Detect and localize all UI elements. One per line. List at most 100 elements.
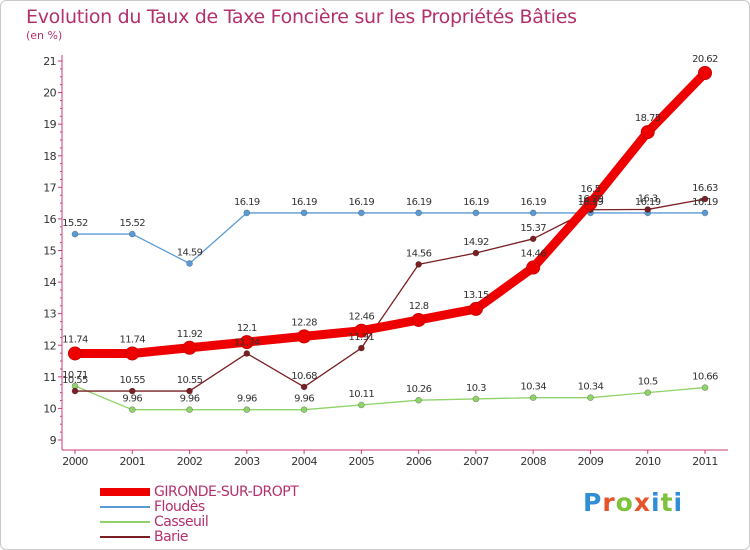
- data-label: 9.96: [180, 394, 200, 405]
- data-point: [529, 209, 537, 217]
- data-point: [644, 206, 652, 213]
- data-label: 10.34: [578, 382, 604, 393]
- legend-label: Barie: [154, 528, 188, 545]
- data-point: [182, 340, 197, 355]
- data-label: 16.63: [692, 183, 718, 194]
- logo-letter: t: [660, 488, 674, 517]
- data-point: [71, 387, 79, 395]
- logo-letter: i: [673, 488, 684, 517]
- series-line: [74, 385, 706, 411]
- data-label: 16.29: [578, 194, 604, 205]
- data-label: 16.3: [638, 193, 658, 204]
- data-point: [68, 346, 82, 361]
- data-point: [300, 406, 308, 413]
- data-point: [128, 230, 136, 238]
- data-point: [358, 401, 365, 409]
- y-tick-label: 11: [43, 371, 56, 384]
- logo-letter: x: [633, 488, 651, 517]
- data-point: [526, 260, 541, 275]
- logo-letter: i: [651, 488, 661, 517]
- x-tick-label: 2005: [349, 455, 375, 468]
- data-label: 10.5: [638, 377, 658, 388]
- y-tick-label: 12: [43, 339, 56, 352]
- data-label: 10.34: [520, 382, 546, 393]
- proxiti-logo: Proxiti: [583, 488, 683, 517]
- data-point: [644, 389, 652, 396]
- data-point: [529, 235, 537, 243]
- legend-item: GIRONDE-SUR-DROPT: [100, 484, 299, 500]
- data-label: 16.19: [291, 197, 317, 208]
- data-labels: 11.74 11.74 11.92 12.1 12.28 12.46 12.8 13.15 14…: [62, 54, 718, 405]
- x-tick-label: 2010: [635, 455, 661, 468]
- y-tick-label: 13: [43, 308, 56, 321]
- data-point: [701, 209, 709, 217]
- x-tick-label: 2002: [177, 455, 203, 468]
- data-point: [300, 209, 308, 217]
- data-label: 16.19: [635, 197, 661, 208]
- data-label: 11.74: [119, 334, 145, 345]
- data-label: 10.71: [62, 370, 88, 381]
- data-label: 16.19: [349, 197, 375, 208]
- data-label: 14.46: [520, 249, 546, 260]
- legend: GIRONDE-SUR-DROPT Floudès Casseuil Barie: [100, 484, 299, 545]
- data-label: 16.19: [520, 197, 546, 208]
- data-point: [239, 335, 254, 350]
- data-point: [243, 350, 251, 357]
- data-label: 16.19: [463, 197, 489, 208]
- series-line: [74, 198, 706, 392]
- series-floud-s: [71, 209, 709, 267]
- data-point: [415, 261, 422, 268]
- data-label: 12.1: [237, 323, 257, 334]
- data-label: 10.55: [62, 375, 88, 386]
- data-label: 10.26: [406, 384, 432, 395]
- data-label: 15.52: [62, 218, 88, 229]
- data-label: 16.19: [406, 197, 432, 208]
- legend-label: Floudès: [154, 498, 205, 515]
- data-label: 9.96: [237, 394, 257, 405]
- data-label: 12.28: [291, 317, 317, 328]
- y-tick-label: 15: [43, 245, 56, 258]
- x-tick-label: 2007: [463, 455, 489, 468]
- data-label: 16.19: [692, 197, 718, 208]
- y-tick-label: 10: [43, 402, 56, 415]
- y-tick-label: 21: [43, 55, 56, 68]
- data-label: 15.52: [119, 218, 145, 229]
- data-point: [701, 195, 709, 203]
- series-gironde-sur-dropt: [68, 66, 712, 361]
- data-point: [583, 196, 598, 211]
- data-point: [468, 301, 483, 316]
- data-label: 10.68: [291, 371, 317, 382]
- data-point: [411, 312, 426, 327]
- data-point: [415, 209, 422, 217]
- logo-letter: r: [602, 488, 616, 517]
- data-label: 10.3: [466, 383, 486, 394]
- data-label: 10.55: [119, 375, 145, 386]
- data-label: 11.92: [177, 329, 203, 340]
- logo-letter: P: [583, 488, 603, 517]
- x-tick-label: 2006: [406, 455, 432, 468]
- data-label: 9.96: [122, 394, 142, 405]
- data-label: 11.74: [234, 337, 260, 348]
- data-point: [701, 384, 709, 391]
- legend-swatch: [100, 487, 150, 496]
- y-axis-unit: (en %): [26, 29, 63, 42]
- data-point: [698, 66, 712, 81]
- line-chart: 9 10 11 12 13 14 15 16 17 18 19 20 21 2000 2001 2002 200…: [43, 54, 728, 468]
- data-point: [529, 394, 537, 401]
- x-tick-label: 2008: [520, 455, 546, 468]
- data-label: 16.19: [578, 197, 604, 208]
- series-line: [70, 68, 710, 358]
- data-point: [125, 346, 140, 361]
- series-barie: [71, 195, 709, 395]
- x-tick-label: 2000: [62, 455, 88, 468]
- data-label: 13.15: [463, 290, 489, 301]
- data-label: 12.8: [409, 301, 429, 312]
- data-label: 16.5: [581, 184, 601, 195]
- y-tick-label: 17: [43, 181, 56, 194]
- data-label: 10.66: [692, 372, 718, 383]
- chart-title: Evolution du Taux de Taxe Foncière sur l…: [26, 6, 577, 28]
- logo-letter: o: [615, 488, 634, 517]
- data-point: [472, 209, 480, 217]
- data-point: [128, 406, 136, 413]
- data-point: [186, 387, 193, 395]
